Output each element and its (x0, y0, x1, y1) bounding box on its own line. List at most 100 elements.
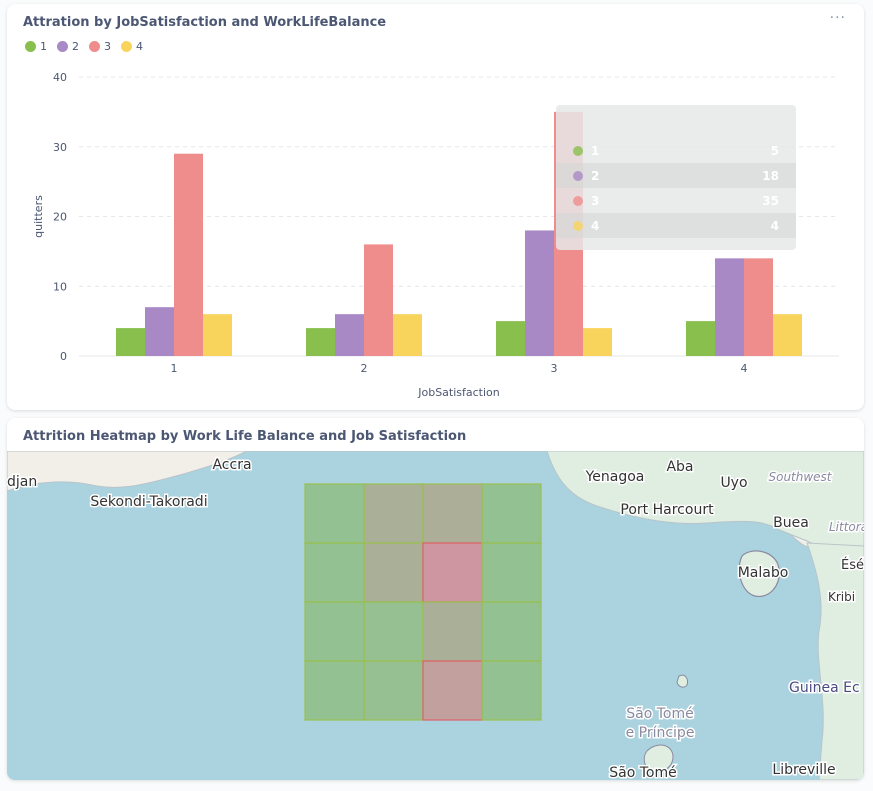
heatmap-cell[interactable] (304, 483, 365, 544)
map-place-label: Buea (773, 515, 809, 531)
map-area[interactable]: Accra djan Sekondi-Takoradi Yenagoa Aba Uyo So… (7, 450, 864, 780)
tooltip-value: 5 (770, 143, 779, 158)
heatmap-cell[interactable] (481, 483, 542, 544)
land-cameroon-gabon (806, 542, 864, 780)
bar-4-series-1[interactable] (686, 321, 715, 356)
map-place-label: Port Harcourt (620, 502, 714, 518)
map-place-label: Yenagoa (585, 469, 645, 485)
map-place-label: Sekondi-Takoradi (90, 494, 207, 510)
legend-dot-2 (57, 41, 68, 52)
legend-label-2: 2 (72, 40, 79, 53)
heatmap-cell[interactable] (481, 542, 542, 603)
y-tick-label: 10 (53, 280, 67, 293)
bar-1-series-4[interactable] (203, 314, 232, 356)
heatmap-cell[interactable] (363, 660, 424, 721)
map-place-label: djan (7, 474, 37, 490)
tooltip-value: 4 (770, 218, 779, 233)
heatmap-cell[interactable] (363, 542, 424, 603)
legend-item-1[interactable]: 1 (25, 40, 47, 53)
tooltip-dot (573, 145, 583, 156)
map-place-label: e Príncipe (626, 725, 695, 741)
legend-dot-1 (25, 41, 36, 52)
legend-dot-4 (121, 41, 132, 52)
map-card: Attrition Heatmap by Work Life Balance a… (7, 418, 864, 780)
map-canvas[interactable]: Accra djan Sekondi-Takoradi Yenagoa Aba Uyo So… (7, 450, 864, 780)
heatmap-cell[interactable] (363, 601, 424, 662)
land-gulf-coast-west (7, 450, 248, 492)
tooltip-label: 2 (591, 168, 600, 183)
map-place-label: Guinea Ec (789, 680, 860, 696)
heatmap-cell[interactable] (304, 660, 365, 721)
y-tick-label: 40 (53, 71, 67, 84)
bar-1-series-3[interactable] (174, 153, 203, 356)
tooltip-label: 4 (591, 218, 600, 233)
x-tick-label: 4 (741, 362, 748, 375)
chart-tooltip: 1 5 2 18 3 35 4 4 (556, 105, 796, 250)
land-niger-delta (546, 450, 864, 550)
land-sao-tome-island (643, 744, 674, 772)
heatmap-cell[interactable] (422, 542, 483, 603)
tooltip-dot (573, 220, 583, 231)
legend-label-1: 1 (40, 40, 47, 53)
tooltip-value: 35 (762, 193, 779, 208)
heatmap-cell[interactable] (363, 483, 424, 544)
bar-3-series-1[interactable] (496, 321, 525, 356)
tooltip-label: 1 (591, 143, 600, 158)
tooltip-row: 3 35 (556, 188, 796, 213)
chart-legend: 1 2 3 4 (25, 40, 143, 53)
bar-3-series-2[interactable] (525, 230, 554, 356)
bar-3-series-4[interactable] (583, 328, 612, 356)
land-bioko-island (738, 550, 780, 597)
bar-4-series-3[interactable] (744, 258, 773, 356)
heatmap-cell[interactable] (304, 601, 365, 662)
map-place-label: Littora (829, 520, 864, 534)
legend-label-4: 4 (136, 40, 143, 53)
map-place-label: Uyo (720, 475, 747, 491)
bar-2-series-3[interactable] (364, 244, 393, 356)
bar-1-series-2[interactable] (145, 307, 174, 356)
map-place-label: Kribi (828, 590, 855, 604)
map-place-label: Malabo (738, 565, 789, 581)
legend-item-4[interactable]: 4 (121, 40, 143, 53)
tooltip-label: 3 (591, 193, 600, 208)
card-menu-button[interactable]: ··· (829, 10, 846, 26)
map-title: Attrition Heatmap by Work Life Balance a… (23, 429, 467, 444)
legend-item-2[interactable]: 2 (57, 40, 79, 53)
map-place-label: São Tomé (609, 765, 676, 780)
map-place-label: São Tomé (626, 706, 693, 722)
tooltip-value: 18 (762, 168, 779, 183)
y-tick-label: 30 (53, 141, 67, 154)
heatmap-cell[interactable] (481, 601, 542, 662)
bar-2-series-2[interactable] (335, 314, 364, 356)
bar-2-series-4[interactable] (393, 314, 422, 356)
x-tick-label: 1 (171, 362, 178, 375)
map-place-label: Aba (666, 459, 693, 475)
heatmap-cell[interactable] (481, 660, 542, 721)
map-place-label: Southwest (768, 470, 832, 484)
heatmap-cell[interactable] (422, 483, 483, 544)
legend-label-3: 3 (104, 40, 111, 53)
chart-title: Attration by JobSatisfaction and WorkLif… (23, 15, 387, 30)
legend-dot-3 (89, 41, 100, 52)
bar-2-series-1[interactable] (306, 328, 335, 356)
x-axis-title: JobSatisfaction (417, 386, 500, 399)
bar-4-series-2[interactable] (715, 258, 744, 356)
bar-1-series-1[interactable] (116, 328, 145, 356)
y-tick-label: 20 (53, 211, 67, 224)
heatmap-cell[interactable] (422, 601, 483, 662)
map-place-label: Accra (212, 457, 251, 473)
y-tick-label: 0 (60, 350, 67, 363)
tooltip-dot (573, 195, 583, 206)
map-place-label: Ésél (841, 557, 864, 573)
heatmap-cell[interactable] (304, 542, 365, 603)
x-tick-label: 3 (551, 362, 558, 375)
tooltip-row: 2 18 (556, 163, 796, 188)
legend-item-3[interactable]: 3 (89, 40, 111, 53)
heatmap-cell[interactable] (422, 660, 483, 721)
y-axis-title: quitters (32, 195, 45, 238)
heatmap-grid (304, 483, 542, 721)
bar-4-series-4[interactable] (773, 314, 802, 356)
x-tick-label: 2 (361, 362, 368, 375)
